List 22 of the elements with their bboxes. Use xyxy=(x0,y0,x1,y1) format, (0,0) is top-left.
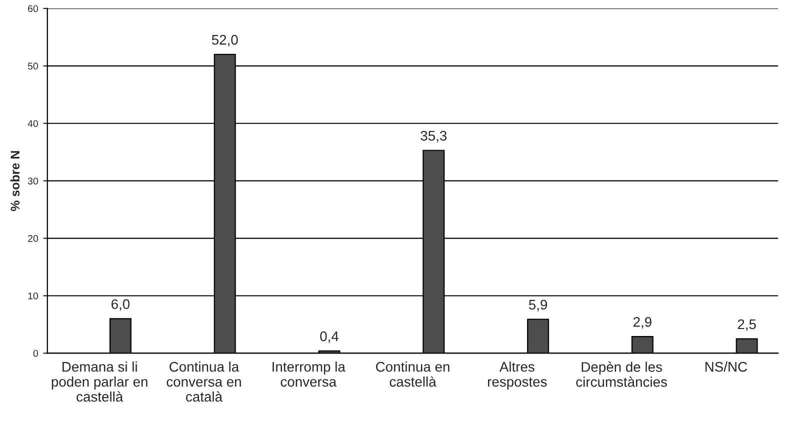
data-label: 6,0 xyxy=(112,299,130,311)
x-tick-label: Depèn de les circumstàncies xyxy=(576,362,667,387)
y-tick-label: 30 xyxy=(28,178,38,184)
data-label: 0,4 xyxy=(320,331,339,343)
y-tick-label: 40 xyxy=(28,120,38,127)
y-tick-label: 60 xyxy=(28,5,38,12)
x-tick-label: Demana si li poden parlar en castellà xyxy=(52,362,148,402)
y-tick-label: 10 xyxy=(28,292,38,300)
data-label: 2,9 xyxy=(633,317,652,328)
x-tick-label: Continua la conversa en català xyxy=(166,362,241,402)
y-axis-title: % sobre N xyxy=(10,151,20,212)
data-label: 35,3 xyxy=(420,130,447,142)
x-tick-label: NS/NC xyxy=(705,362,748,372)
data-label: 5,9 xyxy=(528,300,548,312)
data-label: 2,5 xyxy=(738,319,756,331)
x-tick-label: Altres respostes xyxy=(488,362,547,390)
y-tick-label: 50 xyxy=(28,62,38,70)
data-label: 52,0 xyxy=(212,34,238,46)
x-tick-label: Interromp la conversa xyxy=(272,362,346,387)
y-tick-label: 20 xyxy=(28,235,38,242)
y-tick-label: 0 xyxy=(33,350,38,357)
x-tick-label: Continua en castellà xyxy=(376,362,450,387)
